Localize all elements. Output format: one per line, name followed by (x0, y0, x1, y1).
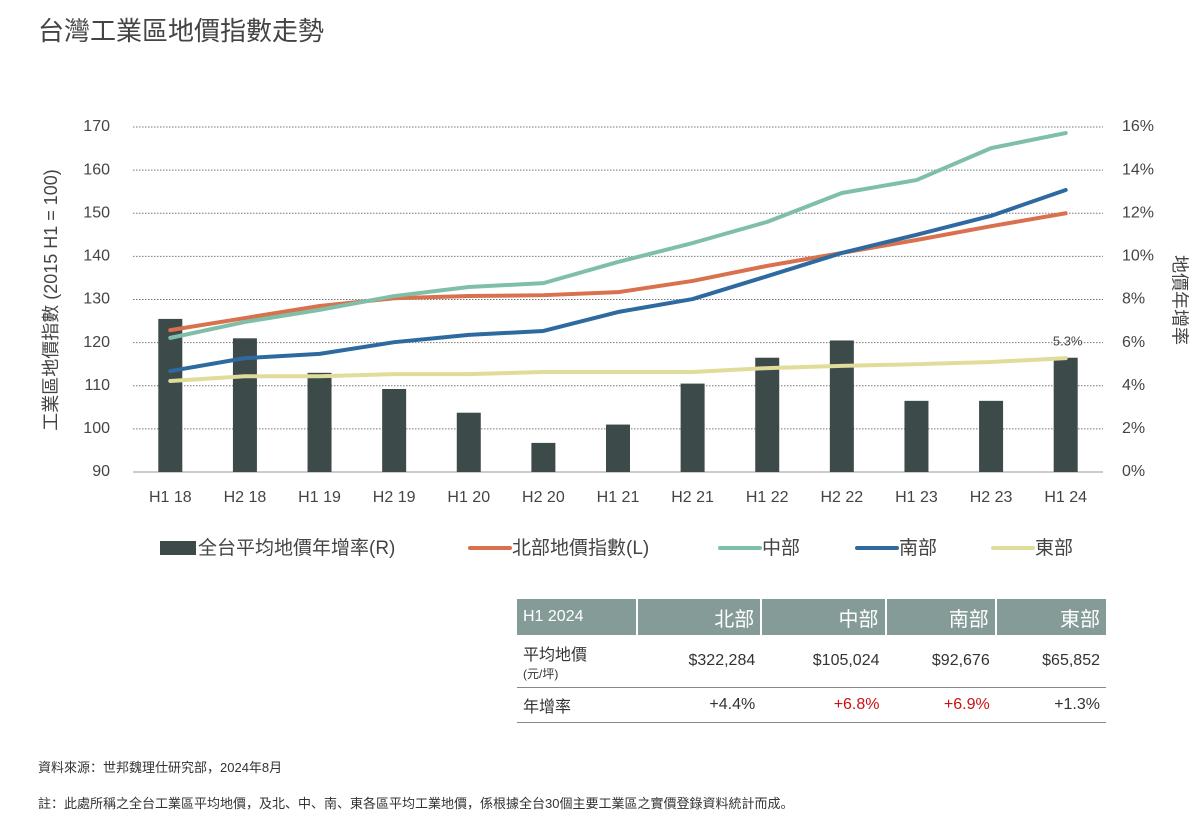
summary-table: H1 2024 北部 中部 南部 東部平均地價 (元/坪) $322,284 $105,024… (517, 599, 1106, 723)
legend-label: 北部地價指數(L) (512, 537, 649, 559)
y-tick-label: 120 (83, 334, 110, 351)
bar (1053, 357, 1078, 472)
bar (979, 400, 1004, 472)
x-tick-label: H2 21 (671, 489, 714, 506)
y-tick-label: 160 (83, 161, 110, 178)
row-label-text: 平均地價 (523, 646, 588, 664)
y-tick-label: 150 (83, 204, 110, 221)
footnote: 註：此處所稱之全台工業區平均地價，及北、中、南、東各區平均工業地價，係根據全台3… (38, 796, 794, 811)
legend-label: 中部 (762, 537, 800, 559)
x-tick-label: H2 19 (373, 489, 416, 506)
x-tick-label: H1 19 (298, 489, 341, 506)
y-tick-label: 140 (83, 248, 110, 265)
line-series (168, 131, 1068, 340)
y2-tick-label: 14% (1122, 161, 1154, 178)
y2-tick-label: 4% (1122, 377, 1145, 394)
y2-tick-label: 2% (1122, 420, 1145, 437)
y2-axis-title: 地價年增率 (1169, 255, 1189, 345)
bar (382, 388, 407, 472)
y2-tick-label: 10% (1122, 248, 1154, 265)
chart-title: 台灣工業區地價指數走勢 (38, 16, 324, 46)
row-sublabel: (元/坪) (523, 666, 559, 681)
table-cell: $92,676 (885, 635, 996, 688)
table-cell: $105,024 (761, 635, 886, 688)
legend-marker (160, 541, 196, 555)
header-cell: 中部 (760, 599, 886, 635)
bar (531, 442, 556, 472)
x-tick-label: H1 23 (895, 489, 938, 506)
header-row: H1 2024 北部 中部 南部 東部 (517, 599, 1106, 635)
legend-label: 東部 (1035, 537, 1073, 559)
table-cell: +6.8% (761, 687, 886, 723)
chart: 台灣工業區地價指數走勢 工業區地價指數 (2015 H1 = 100) 地價年增… (38, 16, 1189, 559)
header-cell: 北部 (635, 599, 762, 635)
x-tick-label: H1 24 (1044, 489, 1087, 506)
bar (829, 340, 854, 472)
source-note: 資料來源：世邦魏理仕研究部，2024年8月 (38, 760, 283, 775)
x-tick-label: H1 22 (746, 489, 789, 506)
x-tick-label: H2 20 (522, 489, 565, 506)
bar (456, 412, 481, 472)
header-cell: H1 2024 (517, 599, 637, 635)
row-label-text: 年增率 (523, 699, 572, 716)
y-tick-label: 110 (84, 377, 110, 394)
table-cell: $322,284 (636, 635, 762, 688)
x-tick-label: H2 18 (224, 489, 267, 506)
table-cell: $65,852 (995, 635, 1106, 688)
bar (680, 383, 705, 472)
x-tick-label: H2 23 (970, 489, 1013, 506)
table-cell: +6.9% (885, 687, 996, 723)
table-cell: +1.3% (995, 687, 1106, 723)
y2-tick-label: 6% (1122, 334, 1145, 351)
x-tick-label: H1 21 (597, 489, 640, 506)
y2-tick-label: 16% (1122, 118, 1154, 135)
x-tick-label: H1 20 (447, 489, 490, 506)
y-axis-title: 工業區地價指數 (2015 H1 = 100) (41, 169, 61, 431)
y2-tick-label: 12% (1122, 204, 1154, 221)
bar (904, 400, 929, 472)
data-label: 5.3% (1053, 333, 1083, 348)
table-row: 年增率 +4.4% +6.8% +6.9% +1.3% (517, 687, 1106, 723)
y-tick-label: 170 (83, 118, 110, 135)
y-tick-label: 130 (83, 291, 110, 308)
header-cell: 東部 (994, 599, 1106, 635)
table-row: 平均地價 (元/坪) $322,284 $105,024 $92,676 $65,852 (517, 635, 1106, 688)
bar (606, 424, 630, 472)
row-label: 年增率 (517, 687, 637, 723)
x-tick-label: H1 18 (149, 489, 192, 506)
bar (158, 318, 183, 472)
row-label: 平均地價 (元/坪) (517, 635, 637, 688)
bar (755, 357, 780, 472)
line-series (168, 187, 1068, 374)
legend-label: 南部 (899, 537, 937, 559)
header-cell: 南部 (884, 599, 996, 635)
line-series (168, 211, 1068, 333)
y2-tick-label: 8% (1122, 291, 1145, 308)
bar (307, 372, 332, 472)
table-cell: +4.4% (636, 687, 762, 723)
line-series (168, 356, 1068, 384)
y2-tick-label: 0% (1122, 463, 1145, 480)
y-tick-label: 100 (83, 420, 110, 437)
x-tick-label: H2 22 (820, 489, 863, 506)
y-tick-label: 90 (92, 463, 110, 480)
legend-label: 全台平均地價年增率(R) (198, 537, 395, 559)
